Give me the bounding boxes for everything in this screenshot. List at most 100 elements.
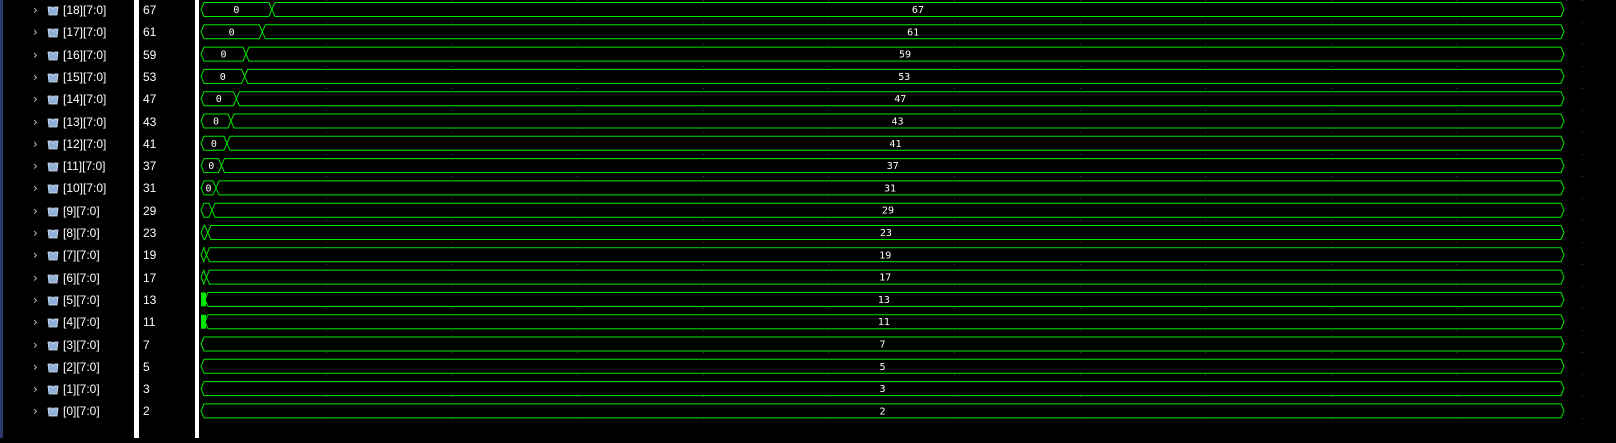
waveform-value: 53 (898, 72, 910, 83)
signal-row[interactable]: › [1][7:0] (3, 378, 134, 401)
waveform-value: 61 (907, 27, 919, 38)
waveform-value: 19 (879, 250, 891, 261)
chevron-right-icon[interactable]: › (33, 315, 38, 330)
chevron-right-icon[interactable]: › (33, 382, 38, 397)
signal-waveform[interactable]: 0 53 (200, 68, 1565, 84)
value-wave-divider[interactable] (195, 0, 199, 438)
bus-signal-icon (47, 5, 59, 16)
signal-value: 23 (143, 226, 157, 240)
signal-name: [13][7:0] (63, 114, 107, 129)
waveform-segment-final (230, 113, 1565, 129)
signal-value-row: 13 (139, 289, 193, 312)
chevron-right-icon[interactable]: › (33, 359, 38, 374)
signal-row[interactable]: › [6][7:0] (3, 267, 134, 290)
signal-row[interactable]: › [5][7:0] (3, 289, 134, 312)
chevron-right-icon[interactable]: › (33, 404, 38, 419)
signal-waveform[interactable]: 23 (200, 225, 1565, 240)
waveform-segment-initial (200, 225, 209, 240)
chevron-right-icon[interactable]: › (33, 226, 38, 240)
signal-value-row: 3 (139, 378, 193, 401)
waveform-segment-final (205, 247, 1565, 263)
signal-row[interactable]: › [16][7:0] (3, 44, 134, 67)
chevron-right-icon[interactable]: › (33, 337, 38, 352)
waveform-value: 13 (878, 295, 890, 306)
signal-value: 67 (143, 3, 157, 17)
signal-name: [8][7:0] (63, 226, 100, 240)
chevron-right-icon[interactable]: › (33, 47, 38, 62)
signal-waveform[interactable]: 13 (201, 291, 1565, 307)
signal-waveform[interactable]: 0 61 (200, 24, 1565, 40)
signal-row[interactable]: › [11][7:0] (3, 155, 134, 178)
signal-waveform[interactable]: 7 (200, 336, 1565, 352)
waveform-initial-value: 0 (233, 5, 239, 16)
signal-row[interactable]: › [8][7:0] (3, 222, 134, 245)
signal-name: [12][7:0] (63, 136, 107, 151)
chevron-right-icon[interactable]: › (33, 92, 38, 107)
signal-row[interactable]: › [2][7:0] (3, 356, 134, 379)
chevron-right-icon[interactable]: › (33, 25, 38, 40)
waveform-value: 29 (882, 206, 894, 217)
chevron-right-icon[interactable]: › (33, 69, 38, 84)
signal-value-row: 7 (139, 334, 193, 357)
chevron-right-icon[interactable]: › (33, 114, 38, 129)
signal-waveform[interactable]: 0 47 (200, 91, 1565, 107)
chevron-right-icon[interactable]: › (33, 159, 38, 174)
signal-row[interactable]: › [9][7:0] (3, 200, 134, 223)
chevron-right-icon[interactable]: › (33, 3, 38, 17)
signal-waveform[interactable]: 0 67 (200, 2, 1565, 17)
signal-value-row: 2 (139, 400, 193, 423)
waveform-segment-final (200, 403, 1565, 419)
bus-signal-icon (47, 317, 59, 328)
name-value-divider[interactable] (134, 0, 139, 438)
signal-value-row: 31 (139, 177, 193, 200)
signal-value: 37 (143, 159, 157, 174)
chevron-right-icon[interactable]: › (33, 136, 38, 151)
signal-value-panel: 67 61 59 53 47 43 41 37 31 29 23 19 17 13 11 7 5 3 2 (139, 0, 193, 438)
chevron-right-icon[interactable]: › (33, 270, 38, 285)
waveform-panel[interactable]: 0 67 0 61 0 59 0 53 0 47 0 43 0 41 0 37 0 31 29 23 19 17 13 11 7… (199, 0, 1616, 438)
signal-waveform[interactable]: 0 31 (200, 180, 1565, 196)
chevron-right-icon[interactable]: › (33, 181, 38, 196)
signal-value-row: 11 (139, 311, 193, 334)
signal-row[interactable]: › [18][7:0] (3, 0, 134, 22)
signal-name: [14][7:0] (63, 92, 107, 107)
signal-waveform[interactable]: 0 37 (200, 158, 1565, 174)
waveform-segment-final (244, 68, 1565, 84)
signal-row[interactable]: › [15][7:0] (3, 66, 134, 89)
chevron-right-icon[interactable]: › (33, 292, 38, 307)
waveform-value: 37 (887, 161, 899, 172)
signal-waveform[interactable]: 17 (200, 269, 1565, 285)
bus-signal-icon (47, 295, 59, 306)
signal-waveform[interactable]: 3 (200, 381, 1565, 397)
signal-waveform[interactable]: 2 (200, 403, 1565, 419)
waveform-segment-final (211, 202, 1565, 218)
signal-value-row: 47 (139, 88, 193, 111)
signal-value-row: 5 (139, 356, 193, 379)
signal-value: 7 (143, 337, 150, 352)
chevron-right-icon[interactable]: › (33, 248, 38, 263)
signal-row[interactable]: › [3][7:0] (3, 334, 134, 357)
waveform-initial-value: 0 (220, 50, 226, 61)
signal-row[interactable]: › [4][7:0] (3, 311, 134, 334)
signal-row[interactable]: › [0][7:0] (3, 400, 134, 423)
waveform-segment-final (205, 269, 1565, 285)
signal-row[interactable]: › [7][7:0] (3, 244, 134, 267)
signal-waveform[interactable]: 19 (200, 247, 1565, 263)
signal-row[interactable]: › [17][7:0] (3, 21, 134, 44)
signal-name: [7][7:0] (63, 248, 100, 263)
signal-row[interactable]: › [10][7:0] (3, 177, 134, 200)
signal-row[interactable]: › [12][7:0] (3, 133, 134, 156)
chevron-right-icon[interactable]: › (33, 203, 38, 218)
signal-waveform[interactable]: 0 43 (200, 113, 1565, 129)
signal-waveform[interactable]: 29 (200, 202, 1565, 218)
waveform-value: 23 (880, 228, 892, 239)
signal-waveform[interactable]: 5 (200, 358, 1565, 374)
signal-row[interactable]: › [14][7:0] (3, 88, 134, 111)
signal-waveform[interactable]: 0 41 (200, 135, 1565, 151)
signal-row[interactable]: › [13][7:0] (3, 111, 134, 134)
signal-waveform[interactable]: 11 (201, 314, 1565, 330)
waveform-canvas[interactable]: 0 670 610 590 530 470 430 410 370 312923191713117… (199, 0, 1616, 438)
waveform-initial-value: 0 (211, 139, 217, 150)
signal-name: [6][7:0] (63, 270, 100, 285)
signal-waveform[interactable]: 0 59 (200, 46, 1565, 62)
